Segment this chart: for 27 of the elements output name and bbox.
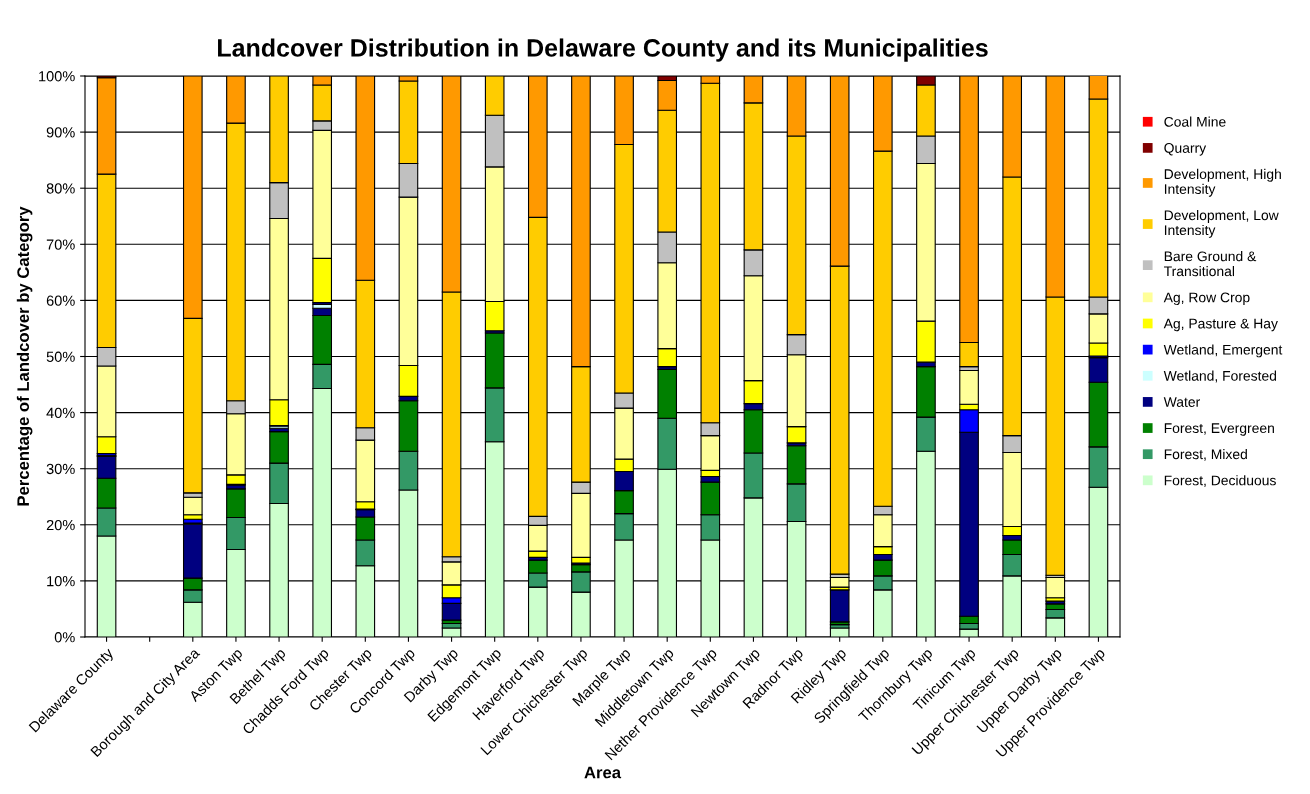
- y-tick-label: 100%: [39, 71, 75, 82]
- x-axis-title: Area: [584, 766, 622, 779]
- legend-label: Water: [1163, 397, 1200, 407]
- legend-label: Ag, Pasture & Hay: [1163, 318, 1278, 332]
- legend-label: Development, Low Intensity: [1164, 209, 1279, 238]
- legend-label: Bare Ground & Transitional: [1164, 251, 1257, 277]
- y-tick-label: 10%: [47, 576, 75, 587]
- y-tick-label: 30%: [46, 463, 75, 475]
- y-tick-label: 60%: [46, 295, 75, 306]
- legend-label: Development, High Intensity: [1164, 168, 1281, 197]
- y-tick-label: 90%: [46, 127, 75, 138]
- legend-label: Wetland, Forested: [1163, 370, 1277, 383]
- y-tick-label: 80%: [46, 183, 75, 194]
- chart-title: Landcover Distribution in Delaware County and its Municipalities: [218, 38, 988, 62]
- y-tick-label: 70%: [46, 239, 75, 250]
- legend-label: Forest, Evergreen: [1164, 423, 1274, 436]
- legend-label: Coal Mine: [1164, 116, 1226, 127]
- y-tick-label: 50%: [46, 351, 75, 362]
- y-axis-title: Percentage of Landcover by Category: [16, 206, 33, 506]
- y-tick-label: 0%: [54, 632, 75, 643]
- legend-label: Ag, Row Crop: [1163, 292, 1250, 306]
- legend-label: Wetland, Emergent: [1163, 344, 1283, 358]
- legend-label: Forest, Deciduous: [1164, 475, 1276, 487]
- legend-label: Forest, Mixed: [1164, 448, 1247, 461]
- y-tick-label: 20%: [46, 519, 75, 531]
- legend-label: Quarry: [1164, 143, 1207, 156]
- y-tick-label: 40%: [46, 407, 75, 419]
